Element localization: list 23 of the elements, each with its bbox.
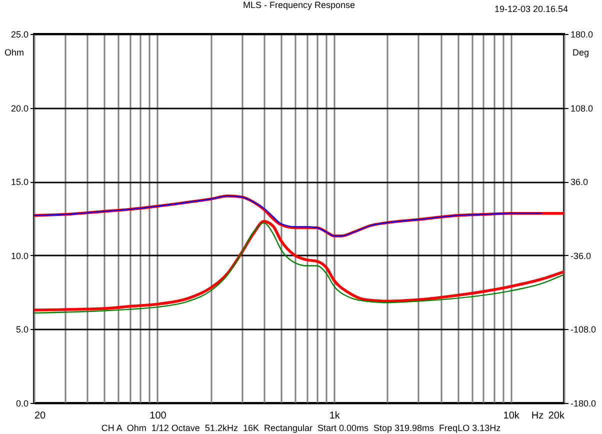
y2-tick-label: 180.0 (570, 30, 594, 40)
y-tick-label: 15.0 (10, 177, 28, 188)
y2-axis-title: Deg (572, 48, 590, 58)
x-axis-title: Hz (531, 410, 544, 422)
x-tick-label: 1k (329, 410, 341, 422)
y2-tick-label: -180.0 (570, 398, 596, 408)
y2-tick-label: 36.0 (570, 177, 588, 188)
y-tick-label: 20.0 (10, 103, 28, 114)
text: CH A Ohm 1/12 Octave 51.2kHz 16K Rectangular Start 0.00ms Stop 319.98ms FreqLO 3.13Hz (100, 423, 502, 433)
y2-tick-label: -36.0 (570, 250, 592, 261)
y2-tick-label: -108.0 (570, 324, 596, 335)
y-tick-label: 5.0 (16, 324, 28, 335)
x-tick-label: 20k (548, 410, 566, 422)
x-tick-label: 100 (150, 410, 167, 422)
x-tick-label: 10k (503, 410, 520, 422)
y-tick-label: 25.0 (10, 30, 28, 40)
x-tick-label: 20 (34, 410, 46, 422)
y-tick-label: 10.0 (10, 250, 28, 261)
y-axis-title: Ohm (4, 48, 24, 58)
y-tick-label: 0.0 (16, 398, 28, 408)
text: 19-12-03 20.16.54 (494, 4, 568, 14)
y2-tick-label: 108.0 (570, 103, 594, 114)
chart-title: MLS - Frequency Response (242, 0, 356, 10)
